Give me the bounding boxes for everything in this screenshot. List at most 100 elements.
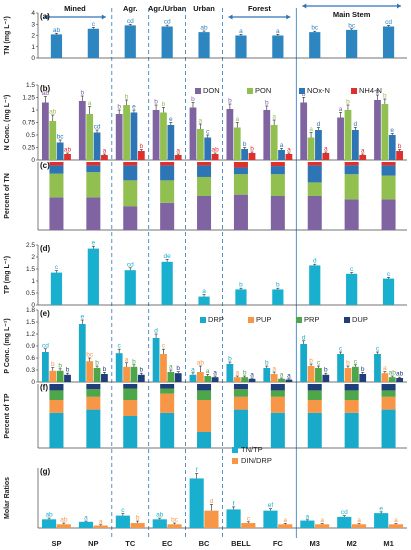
- bar: [174, 155, 182, 160]
- y-axis-label: P Conc. (mg L⁻¹): [4, 318, 11, 373]
- significance-letter: b: [398, 143, 402, 150]
- significance-letter: b: [309, 358, 313, 365]
- region-arrow-head: [302, 3, 307, 9]
- bar: [388, 135, 396, 160]
- y-axis-label: Percent of TN: [4, 173, 11, 219]
- bar: [115, 515, 130, 528]
- stacked-bar-segment: [49, 165, 64, 174]
- bar: [278, 150, 285, 160]
- bar: [152, 519, 167, 528]
- bar: [235, 289, 247, 305]
- panel-3: (d) TP (mg L⁻¹) 0 0.5 1 1.5 2 2.5 c e cd de a b b d c c: [4, 240, 407, 309]
- site-label: TC: [125, 539, 136, 548]
- significance-letter: a: [88, 100, 92, 107]
- stacked-bar-segment: [233, 194, 248, 230]
- bar: [388, 377, 396, 382]
- region-arrow-head: [44, 14, 48, 20]
- y-tick-label: 0.9: [26, 343, 35, 350]
- stacked-bar-segment: [49, 173, 64, 198]
- y-tick-label: 0.5: [26, 290, 35, 297]
- significance-letter: a: [280, 372, 284, 379]
- significance-letter: a: [99, 518, 103, 525]
- legend-label: PUP: [256, 315, 271, 324]
- significance-letter: a: [306, 513, 310, 520]
- significance-letter: a: [206, 368, 210, 375]
- stacked-bar-segment: [86, 389, 101, 397]
- y-tick-label: 1.25: [22, 95, 35, 102]
- significance-letter: cd: [42, 342, 49, 349]
- bar: [346, 29, 358, 58]
- stacked-bar-segment: [233, 396, 248, 410]
- bar: [233, 377, 241, 382]
- bar: [161, 26, 173, 58]
- bar: [278, 524, 293, 528]
- bar: [160, 112, 167, 160]
- bar: [248, 378, 256, 382]
- y-tick-label: 0: [31, 157, 35, 164]
- stacked-bar-segment: [197, 196, 212, 230]
- stacked-bar-segment: [381, 162, 396, 166]
- bar: [198, 32, 210, 58]
- stacked-bar-segment: [344, 400, 359, 413]
- site-label: M2: [346, 539, 356, 548]
- significance-letter: bc: [86, 352, 94, 359]
- significance-letter: e: [390, 127, 394, 134]
- bar: [204, 376, 212, 382]
- stacked-bar-segment: [307, 196, 322, 230]
- stacked-bar-segment: [307, 165, 322, 183]
- significance-letter: e: [169, 116, 173, 123]
- panel-5: (f) Percent of TP: [4, 383, 407, 449]
- stacked-bar-segment: [123, 180, 138, 207]
- bar: [241, 523, 256, 528]
- significance-letter: b: [95, 360, 99, 367]
- stacked-bar-segment: [233, 167, 248, 175]
- stacked-bar-segment: [49, 390, 64, 400]
- stacked-bar-segment: [381, 175, 396, 200]
- significance-letter: c: [339, 346, 343, 353]
- bar: [93, 525, 108, 528]
- bar: [161, 261, 173, 305]
- y-tick-label: 3: [31, 21, 35, 28]
- bar: [49, 121, 57, 160]
- significance-letter: b: [191, 96, 195, 103]
- significance-letter: ab: [49, 109, 57, 116]
- stacked-bar-segment: [381, 165, 396, 176]
- region-label: Main Stem: [333, 10, 371, 19]
- significance-letter: b: [136, 515, 140, 522]
- significance-letter: d: [302, 334, 306, 341]
- bar: [56, 524, 71, 528]
- significance-letter: b: [250, 146, 254, 153]
- stacked-bar-segment: [233, 162, 248, 168]
- site-label: SP: [51, 539, 61, 548]
- bar: [41, 352, 49, 382]
- significance-letter: b: [265, 100, 269, 107]
- significance-letter: b: [376, 89, 380, 96]
- significance-letter: ab: [45, 512, 53, 519]
- bar: [86, 361, 94, 382]
- bar: [56, 142, 64, 160]
- y-tick-label: 1: [31, 44, 35, 51]
- site-label: M1: [383, 539, 393, 548]
- bar: [167, 524, 182, 528]
- significance-letter: a: [357, 517, 361, 524]
- significance-letter: b: [140, 143, 144, 150]
- significance-letter: c: [92, 21, 96, 28]
- stacked-bar-segment: [307, 412, 322, 448]
- bar: [315, 368, 322, 382]
- legend-swatch: [344, 317, 350, 323]
- stacked-bar-segment: [270, 162, 285, 167]
- stacked-bar-segment: [49, 384, 64, 391]
- stacked-bar-segment: [344, 412, 359, 448]
- significance-letter: b: [243, 141, 247, 148]
- significance-letter: c: [376, 346, 380, 353]
- stacked-bar-segment: [270, 384, 285, 391]
- stacked-bar-segment: [307, 400, 322, 413]
- y-tick-label: 0: [31, 302, 35, 309]
- significance-letter: ab: [212, 147, 220, 154]
- significance-letter: cd: [164, 19, 171, 26]
- bar: [86, 114, 94, 160]
- significance-letter: a: [176, 148, 180, 155]
- stacked-bar-segment: [270, 412, 285, 448]
